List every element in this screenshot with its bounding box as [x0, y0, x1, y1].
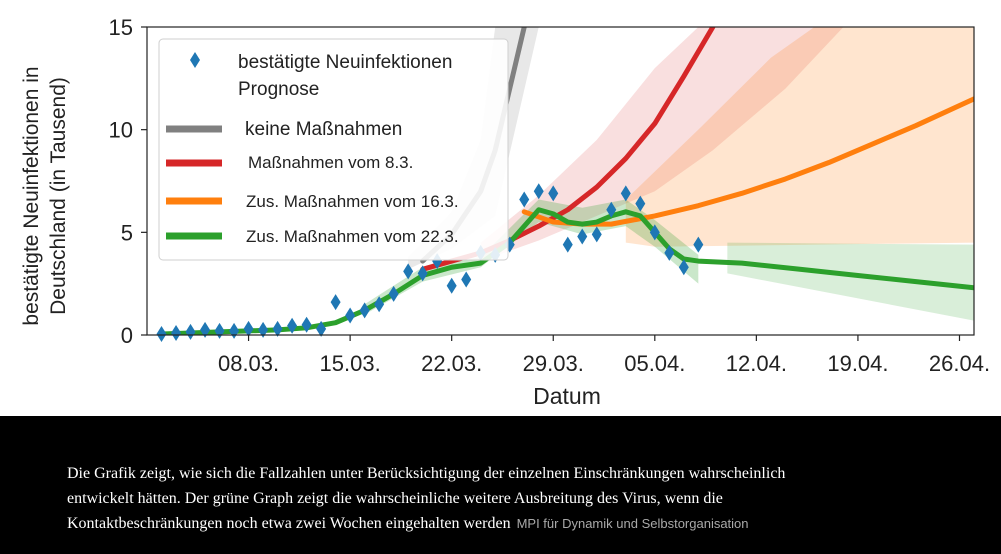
observed-point [243, 320, 254, 337]
x-axis-label: Datum [533, 383, 601, 409]
y-axis-ticks: 0 5 10 15 [109, 15, 147, 348]
observed-point [316, 320, 327, 337]
y-tick-label: 15 [109, 15, 133, 40]
observed-point [229, 322, 240, 339]
x-tick-label: 08.03. [218, 351, 279, 376]
observed-point [156, 325, 167, 342]
legend-forecast-header: Prognose [238, 79, 319, 100]
legend-box [158, 38, 509, 261]
band-m22-forecast [727, 242, 974, 321]
band-m16 [625, 27, 974, 247]
observed-point [359, 302, 370, 319]
y-tick-label: 5 [121, 220, 133, 245]
observed-point [548, 185, 559, 202]
observed-point [577, 228, 588, 245]
legend-observed-label: bestätigte Neuinfektionen [238, 52, 452, 73]
observed-point [649, 224, 660, 241]
y-tick-label: 0 [121, 323, 133, 348]
x-tick-label: 05.04. [624, 351, 685, 376]
x-axis-ticks: 08.03. 15.03. 22.03. 29.03. 05.04. 12.04. 19.0… [218, 335, 990, 376]
observed-point [606, 201, 617, 218]
observed-point [678, 259, 689, 276]
x-tick-label: 29.03. [523, 351, 584, 376]
x-tick-label: 12.04. [726, 351, 787, 376]
caption-credit: MPI für Dynamik und Selbstorganisation [516, 516, 749, 531]
plot-frame [146, 26, 975, 336]
observed-point [635, 195, 646, 212]
observed-point [287, 317, 298, 334]
legend-m16: Zus. Maßnahmen vom 16.3. [166, 192, 459, 211]
x-tick-label: 19.04. [827, 351, 888, 376]
x-tick-label: 22.03. [421, 351, 482, 376]
legend-observed-marker [190, 52, 200, 68]
observed-point [388, 285, 399, 302]
band-m22-observed [364, 199, 699, 315]
band-m8 [480, 27, 844, 262]
observed-point [214, 322, 225, 339]
observed-point [374, 296, 385, 313]
observed-point [417, 265, 428, 282]
observed-point [533, 183, 544, 200]
observed-point [330, 294, 341, 311]
observed-point [446, 277, 457, 294]
observed-point [461, 271, 472, 288]
observed-point [200, 321, 211, 338]
observed-point [562, 236, 573, 253]
chart-caption: Die Grafik zeigt, wie sich die Fallzahle… [67, 461, 827, 536]
observed-point [301, 316, 312, 333]
x-tick-label: 26.04. [929, 351, 990, 376]
legend-m8-label: Maßnahmen vom 8.3. [248, 153, 413, 172]
x-tick-label: 15.03. [320, 351, 381, 376]
observed-point [185, 323, 196, 340]
observed-point [272, 320, 283, 337]
y-tick-label: 10 [109, 118, 133, 143]
legend-none: keine Maßnahmen [166, 119, 402, 140]
legend-m8: Maßnahmen vom 8.3. [166, 153, 413, 172]
observed-point [620, 185, 631, 202]
y-axis-label-line2: Deutschland (in Tausend) [47, 77, 70, 315]
chart-panel: 0 5 10 15 08.03. 15.03. 22.03. 29.03. 05.04. 12.… [0, 0, 1001, 416]
caption-text: Die Grafik zeigt, wie sich die Fallzahle… [67, 465, 786, 532]
observed-point [171, 324, 182, 341]
observed-point [403, 263, 414, 280]
legend-none-label: keine Maßnahmen [245, 119, 402, 140]
legend-m16-label: Zus. Maßnahmen vom 16.3. [246, 192, 459, 211]
legend-observed: bestätigte Neuinfektionen [190, 52, 452, 73]
confidence-bands [364, 27, 974, 321]
series-line-m22 [159, 207, 974, 335]
observed-point [519, 191, 530, 208]
chart: 0 5 10 15 08.03. 15.03. 22.03. 29.03. 05.04. 12.… [20, 15, 990, 409]
observed-point [664, 244, 675, 261]
observed-point [432, 253, 443, 270]
legend-m22: Zus. Maßnahmen vom 22.3. [166, 227, 459, 246]
observed-point [591, 226, 602, 243]
observed-point [693, 236, 704, 253]
legend: bestätigte Neuinfektionen Prognose keine… [158, 38, 509, 261]
y-axis-label-line1: bestätigte Neuinfektionen in [20, 66, 43, 325]
observed-point [345, 307, 356, 324]
observed-point [258, 321, 269, 338]
legend-m22-label: Zus. Maßnahmen vom 22.3. [246, 227, 459, 246]
